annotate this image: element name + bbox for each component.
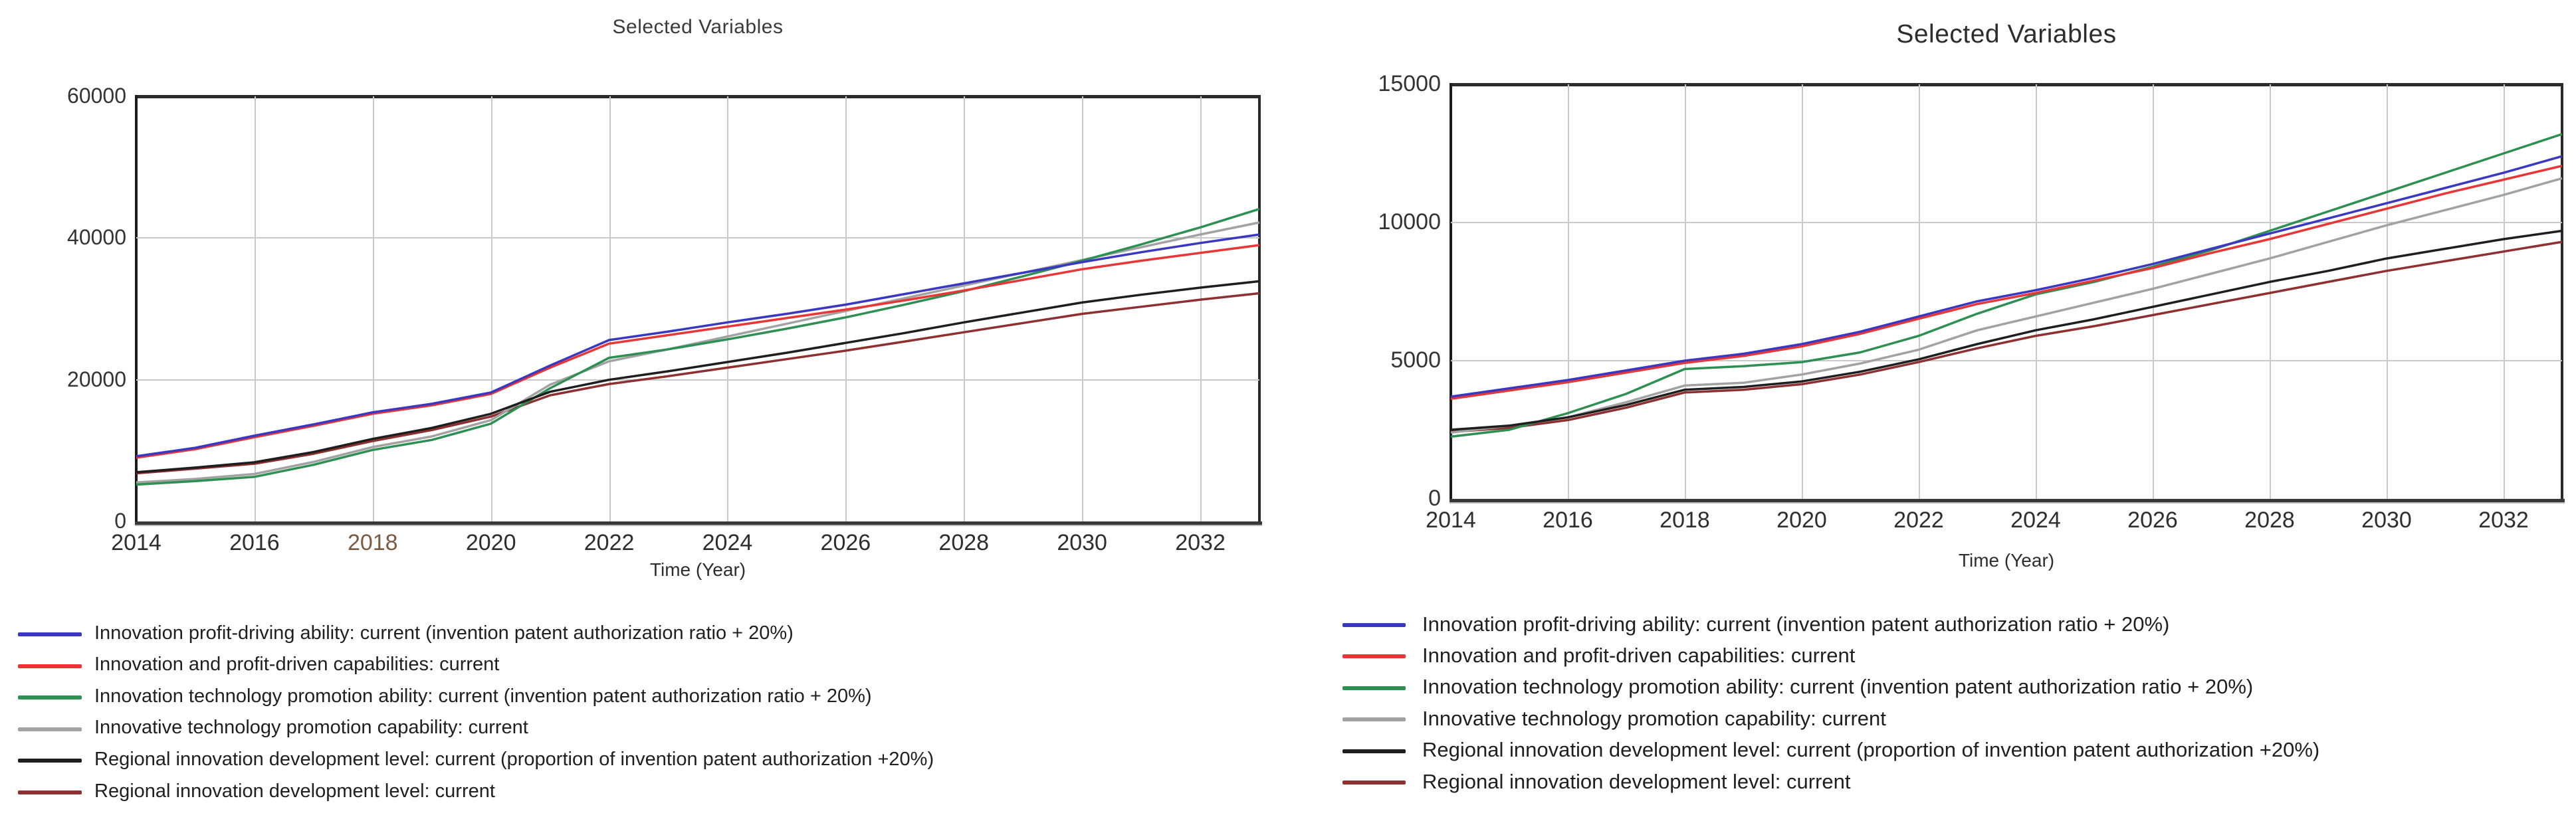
x-axis-title: Time (Year) bbox=[649, 559, 746, 580]
horizontal-gridline bbox=[136, 237, 1259, 239]
vertical-gridline bbox=[964, 96, 966, 521]
series-line-4 bbox=[1450, 229, 2563, 431]
legend-label: Innovation and profit-driven capabilitie… bbox=[94, 654, 500, 676]
x-tick-label: 2016 bbox=[1543, 508, 1593, 533]
legend-swatch-line bbox=[18, 695, 82, 700]
legend-label: Regional innovation development level: c… bbox=[94, 748, 934, 770]
y-tick-label: 10000 bbox=[1378, 209, 1441, 234]
legend-label: Innovation profit-driving ability: curre… bbox=[94, 622, 794, 644]
vertical-gridline bbox=[1568, 84, 1569, 499]
legend-swatch-line bbox=[1342, 654, 1406, 659]
x-tick-label: 2022 bbox=[584, 530, 635, 555]
series-line-2 bbox=[1450, 133, 2563, 438]
vertical-gridline bbox=[609, 96, 611, 521]
legend-swatch-line bbox=[1342, 781, 1406, 785]
vertical-gridline bbox=[490, 96, 492, 521]
x-tick-label: 2028 bbox=[938, 530, 990, 555]
legend-label: Regional innovation development level: c… bbox=[1422, 738, 2320, 762]
legend-label: Innovative technology promotion capabili… bbox=[1422, 706, 1886, 730]
x-tick-label: 2032 bbox=[1175, 530, 1226, 555]
series-lines bbox=[1450, 133, 2563, 438]
y-axis-line bbox=[1449, 83, 1452, 500]
x-axis-line bbox=[1449, 499, 2565, 502]
series-line-2 bbox=[136, 207, 1260, 486]
x-tick-label: 2030 bbox=[1057, 530, 1107, 555]
chart-title: Selected Variables bbox=[1896, 20, 2117, 48]
legend-swatch-line bbox=[1342, 717, 1406, 722]
y-tick-label: 15000 bbox=[1378, 71, 1441, 96]
series-line-1 bbox=[136, 244, 1260, 459]
vertical-gridline bbox=[1082, 96, 1084, 521]
x-tick-label: 2018 bbox=[347, 530, 398, 555]
y-tick-label: 20000 bbox=[67, 367, 126, 391]
legend-swatch-line bbox=[18, 664, 82, 668]
x-tick-label: 2020 bbox=[465, 530, 516, 555]
legend-swatch-line bbox=[18, 790, 82, 794]
y-tick-label: 0 bbox=[1428, 486, 1441, 511]
legend-label: Innovative technology promotion capabili… bbox=[94, 717, 528, 739]
series-line-4 bbox=[136, 280, 1260, 474]
series-line-3 bbox=[1450, 177, 2563, 434]
legend-swatch-line bbox=[1342, 623, 1406, 627]
series-line-5 bbox=[136, 292, 1260, 475]
x-tick-label: 2024 bbox=[2010, 508, 2061, 533]
vertical-gridline bbox=[2504, 84, 2505, 499]
legend-label: Innovation and profit-driven capabilitie… bbox=[1422, 643, 1856, 667]
y-tick-label: 40000 bbox=[67, 225, 126, 250]
vertical-gridline bbox=[2387, 84, 2388, 499]
vertical-gridline bbox=[2153, 84, 2154, 499]
x-axis-line bbox=[135, 521, 1262, 525]
vertical-gridline bbox=[372, 96, 374, 521]
x-tick-label: 2014 bbox=[1426, 508, 1476, 533]
vertical-gridline bbox=[727, 96, 729, 521]
plot-area bbox=[1451, 83, 2563, 500]
vertical-gridline bbox=[2270, 84, 2271, 499]
legend-swatch-line bbox=[1342, 686, 1406, 690]
x-tick-label: 2016 bbox=[229, 530, 280, 555]
y-tick-label: 5000 bbox=[1390, 347, 1441, 373]
x-axis-title: Time (Year) bbox=[1958, 550, 2055, 571]
vertical-gridline bbox=[254, 96, 256, 521]
x-tick-label: 2032 bbox=[2478, 508, 2529, 533]
vertical-gridline bbox=[2036, 84, 2037, 499]
series-line-0 bbox=[1450, 155, 2563, 398]
horizontal-gridline bbox=[136, 379, 1259, 381]
x-tick-label: 2022 bbox=[1893, 508, 1944, 533]
y-axis-line bbox=[135, 95, 138, 523]
x-tick-label: 2028 bbox=[2244, 508, 2295, 533]
y-tick-label: 0 bbox=[114, 509, 126, 533]
x-tick-label: 2024 bbox=[702, 530, 753, 555]
legend-label: Innovation technology promotion ability:… bbox=[94, 685, 872, 707]
x-tick-label: 2020 bbox=[1776, 508, 1827, 533]
x-tick-label: 2030 bbox=[2361, 508, 2412, 533]
horizontal-gridline bbox=[1451, 360, 2562, 361]
legend-label: Regional innovation development level: c… bbox=[94, 780, 495, 802]
legend-label: Innovation profit-driving ability: curre… bbox=[1422, 612, 2170, 636]
vertical-gridline bbox=[1685, 84, 1686, 499]
series-line-1 bbox=[1450, 164, 2563, 401]
series-lines bbox=[136, 207, 1260, 486]
series-line-0 bbox=[136, 233, 1260, 458]
vertical-gridline bbox=[1919, 84, 1920, 499]
chart-title: Selected Variables bbox=[612, 16, 784, 38]
horizontal-gridline bbox=[1451, 222, 2562, 223]
legend-label: Innovation technology promotion ability:… bbox=[1422, 675, 2254, 699]
legend-swatch-line bbox=[18, 727, 82, 731]
x-tick-label: 2026 bbox=[2127, 508, 2178, 533]
y-tick-label: 60000 bbox=[67, 84, 126, 108]
vertical-gridline bbox=[1200, 96, 1202, 521]
legend-swatch-line bbox=[1342, 749, 1406, 753]
x-tick-label: 2026 bbox=[820, 530, 871, 555]
x-tick-label: 2018 bbox=[1660, 508, 1710, 533]
series-line-5 bbox=[1450, 240, 2563, 434]
legend-swatch-line bbox=[18, 632, 82, 636]
legend-label: Regional innovation development level: c… bbox=[1422, 769, 1851, 793]
legend-swatch-line bbox=[18, 759, 82, 763]
plot-area bbox=[136, 95, 1261, 523]
vertical-gridline bbox=[1802, 84, 1803, 499]
x-tick-label: 2014 bbox=[111, 530, 161, 555]
